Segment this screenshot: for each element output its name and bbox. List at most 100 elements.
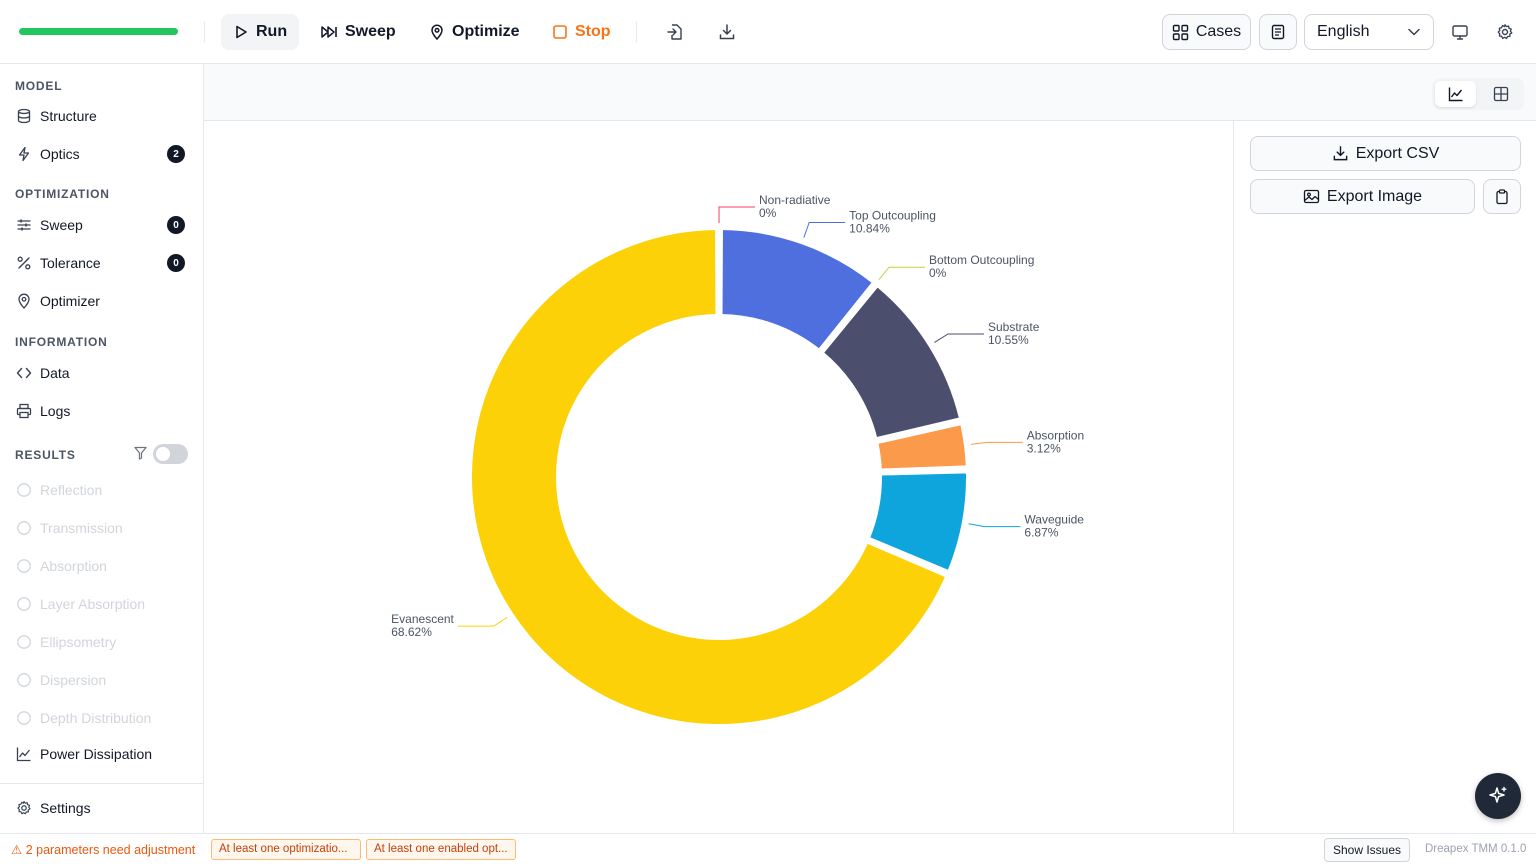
slice-absorption[interactable]: [876, 423, 968, 471]
download-icon: [719, 24, 735, 40]
toggle-knob: [156, 447, 170, 461]
warning-message[interactable]: ⚠ 2 parameters need adjustment: [11, 843, 196, 857]
database-icon: [17, 108, 31, 124]
sweep-button[interactable]: Sweep: [308, 14, 408, 50]
settings-top-button[interactable]: [1490, 17, 1520, 47]
slice-name-label: Absorption: [1027, 428, 1084, 442]
count-badge: 0: [167, 216, 185, 234]
download-icon: [1333, 146, 1348, 161]
fast-forward-icon: [321, 26, 337, 38]
table-view-button[interactable]: [1480, 81, 1521, 107]
warning-text: 2 parameters need adjustment: [25, 843, 196, 857]
sidebar-item-data[interactable]: Data: [0, 356, 203, 390]
progress-bar: [19, 28, 178, 35]
results-filter-toggle[interactable]: [153, 444, 188, 464]
import-button[interactable]: [660, 17, 690, 47]
play-icon: [236, 25, 247, 39]
leader-line: [968, 523, 1021, 528]
sidebar-item-optimizer[interactable]: Optimizer: [0, 284, 203, 318]
gear-icon: [1497, 24, 1513, 40]
issue-chip[interactable]: At least one optimizatio...: [211, 839, 361, 860]
issue-chip[interactable]: At least one enabled opt...: [366, 839, 516, 860]
status-bar: ⚠ 2 parameters need adjustment At least …: [0, 833, 1536, 864]
slice-name-label: Waveguide: [1024, 513, 1084, 527]
slice-value-label: 0%: [929, 266, 947, 280]
run-button[interactable]: Run: [221, 14, 300, 50]
slice-waveguide[interactable]: [868, 471, 968, 573]
sidebar-item-label: Structure: [40, 108, 97, 124]
slice-value-label: 10.84%: [849, 222, 890, 236]
clipboard-icon: [1496, 188, 1508, 204]
notes-button[interactable]: [1259, 14, 1297, 50]
sidebar-item-structure[interactable]: Structure: [0, 99, 203, 133]
table-icon: [1493, 86, 1508, 102]
sparkles-icon: [1489, 786, 1507, 803]
slice-value-label: 6.87%: [1024, 526, 1058, 540]
sidebar-item-label: Transmission: [40, 520, 123, 536]
sidebar-item-tolerance[interactable]: Tolerance 0: [0, 246, 203, 280]
sidebar-item-depth-distribution: Depth Distribution: [0, 701, 203, 735]
sidebar-item-logs[interactable]: Logs: [0, 394, 203, 428]
leader-line: [803, 222, 846, 238]
slice-top-outcoupling[interactable]: [720, 228, 874, 351]
sidebar-item-sweep[interactable]: Sweep 0: [0, 208, 203, 242]
sidebar-item-label: Settings: [40, 800, 91, 816]
map-pin-icon: [18, 293, 30, 309]
export-csv-button[interactable]: Export CSV: [1250, 136, 1521, 171]
display-button[interactable]: [1445, 17, 1475, 47]
sidebar-item-settings[interactable]: Settings: [0, 791, 203, 825]
sidebar-item-label: Absorption: [40, 558, 107, 574]
stop-label: Stop: [575, 23, 611, 40]
copy-image-button[interactable]: [1483, 179, 1521, 214]
filter-icon[interactable]: [134, 446, 147, 460]
export-image-label: Export Image: [1326, 187, 1423, 205]
sidebar-item-absorption: Absorption: [0, 549, 203, 583]
sidebar: MODEL Structure Optics 2 OPTIMIZATION Sw…: [0, 64, 204, 833]
activity-icon: [17, 673, 31, 687]
sidebar-item-label: Dispersion: [40, 672, 107, 688]
optimize-button[interactable]: Optimize: [417, 14, 532, 50]
show-issues-button[interactable]: Show Issues: [1324, 838, 1411, 862]
sidebar-item-label: Optimizer: [40, 293, 100, 309]
slice-name-label: Substrate: [988, 320, 1040, 334]
slice-name-label: Bottom Outcoupling: [929, 253, 1034, 267]
slice-name-label: Top Outcoupling: [849, 209, 936, 223]
bar-chart-icon: [17, 711, 31, 725]
slice-evanescent[interactable]: [470, 228, 948, 726]
chevron-down-icon: [1408, 28, 1420, 36]
run-label: Run: [256, 23, 288, 40]
cases-button[interactable]: Cases: [1162, 14, 1251, 50]
grid-icon: [1172, 24, 1189, 40]
arrow-down-circle-icon: [17, 521, 31, 535]
slice-value-label: 3.12%: [1027, 441, 1061, 455]
leader-line: [934, 333, 985, 343]
sidebar-item-label: Tolerance: [40, 255, 101, 271]
printer-icon: [16, 403, 32, 419]
assistant-button[interactable]: [1475, 773, 1521, 819]
line-chart-icon: [1448, 87, 1462, 102]
stop-button[interactable]: Stop: [540, 14, 623, 50]
section-title-results: RESULTS: [15, 448, 76, 462]
sidebar-item-transmission: Transmission: [0, 511, 203, 545]
sidebar-item-dispersion: Dispersion: [0, 663, 203, 697]
slice-substrate[interactable]: [821, 285, 961, 440]
sidebar-item-label: Layer Absorption: [40, 596, 146, 612]
sidebar-item-power-dissipation[interactable]: Power Dissipation: [0, 737, 203, 771]
sidebar-item-ellipsometry: Ellipsometry: [0, 625, 203, 659]
document-icon: [1271, 24, 1285, 40]
toolbar-divider: [636, 22, 637, 42]
top-toolbar: Run Sweep Optimize Stop Cases English: [0, 0, 1536, 64]
export-image-button[interactable]: Export Image: [1250, 179, 1475, 214]
cases-label: Cases: [1195, 23, 1242, 40]
sidebar-item-label: Logs: [40, 403, 71, 419]
chart-view-button[interactable]: [1435, 81, 1476, 107]
export-panel: Export CSV Export Image: [1233, 121, 1536, 833]
section-title-information: INFORMATION: [15, 335, 108, 349]
line-chart-icon: [16, 747, 31, 762]
optimize-label: Optimize: [452, 23, 520, 40]
language-select[interactable]: English: [1304, 14, 1434, 50]
sidebar-item-reflection: Reflection: [0, 473, 203, 507]
sidebar-item-optics[interactable]: Optics 2: [0, 137, 203, 171]
download-button[interactable]: [712, 17, 742, 47]
